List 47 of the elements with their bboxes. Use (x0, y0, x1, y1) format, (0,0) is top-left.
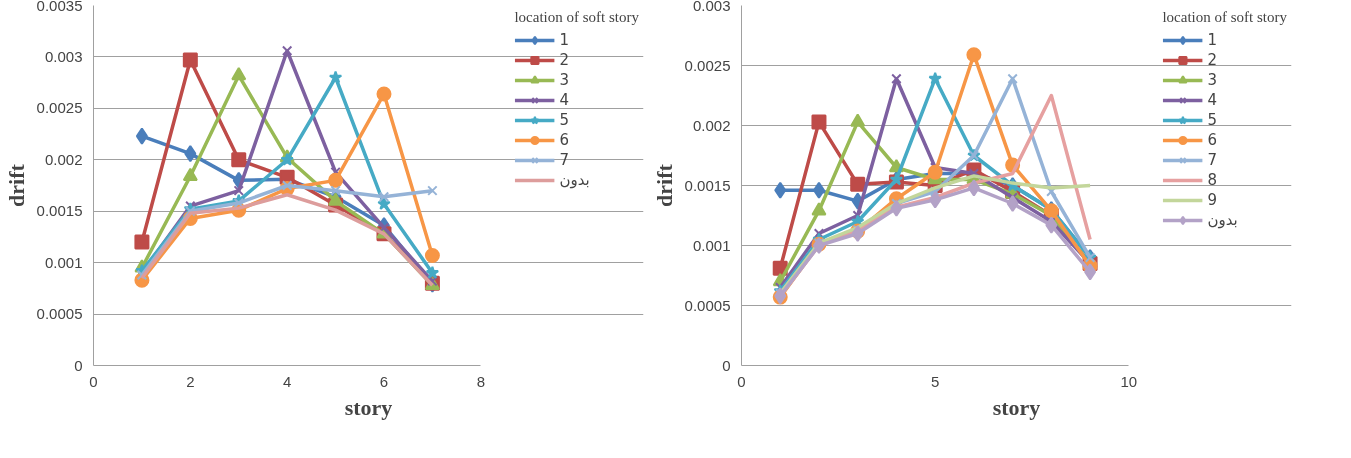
x-axis-title: story (344, 394, 393, 420)
y-tick-label: 0.0025 (684, 56, 731, 74)
legend-label: 3 (1207, 71, 1218, 89)
x-axis-title: story (992, 394, 1041, 420)
y-tick-label: 0.0015 (684, 176, 731, 194)
y-tick-label: 0.001 (44, 253, 83, 271)
legend-label: 2 (559, 51, 570, 69)
x-tick-label: 8 (476, 372, 485, 390)
x-tick-label: 0 (737, 372, 746, 390)
x-tick-label: 10 (1120, 372, 1138, 390)
x-tick-label: 2 (186, 372, 195, 390)
y-tick-label: 0.0005 (684, 296, 731, 314)
legend-label: 1 (1207, 31, 1218, 49)
legend-label: 1 (559, 31, 570, 49)
y-tick-label: 0.002 (44, 150, 83, 168)
x-tick-label: 6 (379, 372, 389, 390)
legend-label: 2 (1207, 51, 1218, 69)
legend-label: 5 (559, 111, 570, 129)
x-tick-label: 0 (89, 372, 98, 390)
legend-title: location of soft story (1162, 9, 1287, 26)
legend-title: location of soft story (514, 9, 639, 26)
y-tick-label: 0 (722, 356, 731, 374)
legend-label: 5 (1207, 111, 1218, 129)
legend-label: 3 (559, 71, 570, 89)
legend-label: 6 (1207, 131, 1218, 149)
y-tick-label: 0.002 (692, 116, 731, 134)
y-tick-label: 0.001 (692, 236, 731, 254)
legend-label: 8 (1207, 171, 1218, 189)
y-tick-label: 0.0005 (36, 305, 83, 323)
y-axis-title: drift (651, 163, 677, 207)
legend-label: 9 (1207, 191, 1218, 209)
x-tick-label: 5 (930, 372, 940, 390)
legend-label: 7 (1207, 151, 1218, 169)
y-tick-label: 0.003 (44, 47, 83, 65)
legend-label: 4 (1207, 91, 1218, 109)
legend-label: 7 (559, 151, 570, 169)
legend-label: بدون (559, 171, 590, 189)
y-tick-label: 0 (74, 356, 83, 374)
y-tick-label: 0.0015 (36, 202, 83, 220)
legend-label: 4 (559, 91, 570, 109)
x-tick-label: 4 (282, 372, 292, 390)
y-axis-title: drift (3, 163, 29, 207)
legend-label: 6 (559, 131, 570, 149)
y-tick-label: 0.0025 (36, 99, 83, 117)
y-tick-label: 0.0035 (36, 0, 83, 14)
legend-label: بدون (1207, 211, 1238, 229)
y-tick-label: 0.003 (692, 0, 731, 14)
